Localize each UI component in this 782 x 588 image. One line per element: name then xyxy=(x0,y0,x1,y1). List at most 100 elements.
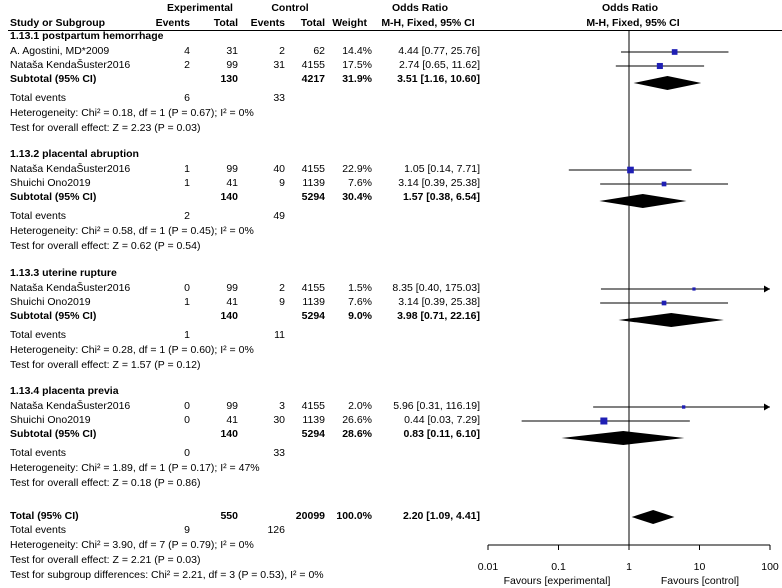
axis-tick-label: 100 xyxy=(761,561,779,573)
header-odds-ratio-left: Odds Ratio xyxy=(391,2,448,14)
subtotal-or-text: 0.83 [0.11, 6.10] xyxy=(403,428,480,440)
study-weight: 1.5% xyxy=(348,282,372,294)
ci-arrow xyxy=(764,285,770,293)
header-experimental: Experimental xyxy=(167,2,233,14)
subtotal-weight: 31.9% xyxy=(342,73,372,85)
study-marker xyxy=(671,49,678,55)
header-control: Control xyxy=(271,2,309,14)
total-events-ctl: 33 xyxy=(273,92,285,104)
study-weight: 17.5% xyxy=(342,59,372,71)
study-weight: 14.4% xyxy=(342,45,372,57)
header-method-left: M-H, Fixed, 95% CI xyxy=(381,17,475,29)
header-exp-events: Events xyxy=(155,17,190,29)
subtotal-ctl-total: 5294 xyxy=(301,428,325,440)
study-name: Shuichi Ono2019 xyxy=(10,177,91,189)
overall-label: Total (95% CI) xyxy=(10,510,79,522)
study-ctl-events: 2 xyxy=(279,282,285,294)
subtotal-exp-total: 130 xyxy=(220,73,238,85)
overall-exp-total: 550 xyxy=(220,510,238,522)
header-ctl-total: Total xyxy=(300,17,325,29)
total-events-exp: 0 xyxy=(184,447,190,459)
study-exp-total: 99 xyxy=(226,400,238,412)
total-events-ctl: 49 xyxy=(273,210,285,222)
study-weight: 7.6% xyxy=(348,296,372,308)
study-name: Shuichi Ono2019 xyxy=(10,296,91,308)
favours-experimental-label: Favours [experimental] xyxy=(503,575,611,587)
study-or-text: 3.14 [0.39, 25.38] xyxy=(398,296,480,308)
study-ctl-events: 40 xyxy=(273,163,285,175)
study-exp-total: 31 xyxy=(226,45,238,57)
study-ctl-total: 1139 xyxy=(302,414,325,426)
study-name: Nataša KendaŠuster2016 xyxy=(10,59,131,71)
favours-control-label: Favours [control] xyxy=(660,575,740,587)
total-events-label: Total events xyxy=(10,92,67,104)
study-or-text: 4.44 [0.77, 25.76] xyxy=(398,45,480,57)
subtotal-weight: 9.0% xyxy=(348,310,372,322)
study-ctl-events: 3 xyxy=(279,400,285,412)
total-events-exp: 2 xyxy=(184,210,190,222)
subtotal-weight: 28.6% xyxy=(342,428,372,440)
subtotal-diamond xyxy=(618,313,724,327)
axis-tick-label: 0.01 xyxy=(477,561,499,573)
study-exp-events: 4 xyxy=(184,45,190,57)
study-or-text: 8.35 [0.40, 175.03] xyxy=(392,282,480,294)
study-ctl-events: 30 xyxy=(273,414,285,426)
axis-tick-label: 10 xyxy=(693,561,706,573)
study-ctl-events: 9 xyxy=(279,177,285,189)
overall-effect-text: Test for overall effect: Z = 1.57 (P = 0… xyxy=(10,359,201,371)
total-events-ctl: 11 xyxy=(274,329,285,341)
study-or-text: 2.74 [0.65, 11.62] xyxy=(399,59,480,71)
subtotal-exp-total: 140 xyxy=(220,191,238,203)
study-marker xyxy=(656,62,663,70)
subtotal-label: Subtotal (95% CI) xyxy=(10,73,97,85)
study-name: Shuichi Ono2019 xyxy=(10,414,91,426)
study-or-text: 3.14 [0.39, 25.38] xyxy=(398,177,480,189)
study-name: Nataša KendaŠuster2016 xyxy=(10,282,131,294)
total-events-exp: 1 xyxy=(184,329,190,341)
overall-heterogeneity: Heterogeneity: Chi² = 3.90, df = 7 (P = … xyxy=(10,539,254,551)
study-ctl-total: 1139 xyxy=(302,177,325,189)
header-divider xyxy=(8,30,782,31)
overall-effect-test: Test for overall effect: Z = 2.21 (P = 0… xyxy=(10,554,201,566)
study-marker xyxy=(600,417,608,425)
subtotal-ctl-total: 4217 xyxy=(301,73,325,85)
subtotal-exp-total: 140 xyxy=(220,310,238,322)
subtotal-diamond xyxy=(633,76,702,90)
study-exp-events: 0 xyxy=(184,282,190,294)
study-ctl-total: 4155 xyxy=(301,282,325,294)
study-exp-events: 2 xyxy=(184,59,190,71)
study-ctl-total: 4155 xyxy=(301,163,325,175)
ci-arrow xyxy=(764,403,770,411)
subgroup-title: 1.13.1 postpartum hemorrhage xyxy=(10,30,164,42)
study-marker xyxy=(692,287,696,291)
study-ctl-events: 9 xyxy=(279,296,285,308)
subgroup-title: 1.13.4 placenta previa xyxy=(10,385,119,397)
axis-tick-label: 1 xyxy=(626,561,632,573)
total-events-label: Total events xyxy=(10,447,67,459)
total-events-label: Total events xyxy=(10,329,67,341)
study-weight: 22.9% xyxy=(342,163,372,175)
overall-weight: 100.0% xyxy=(336,510,372,522)
subgroup-title: 1.13.3 uterine rupture xyxy=(10,267,117,279)
study-exp-total: 99 xyxy=(226,282,238,294)
study-exp-total: 41 xyxy=(226,177,238,189)
overall-total-events-ctl: 126 xyxy=(267,524,285,536)
subtotal-exp-total: 140 xyxy=(220,428,238,440)
header-method-right: M-H, Fixed, 95% CI xyxy=(586,17,680,29)
study-exp-events: 0 xyxy=(184,400,190,412)
subtotal-diamond xyxy=(599,194,687,208)
study-exp-events: 0 xyxy=(184,414,190,426)
study-exp-events: 1 xyxy=(184,163,190,175)
study-name: Nataša KendaŠuster2016 xyxy=(10,400,131,412)
subtotal-diamond xyxy=(561,431,685,445)
overall-or-text: 2.20 [1.09, 4.41] xyxy=(402,510,480,522)
subtotal-or-text: 3.98 [0.71, 22.16] xyxy=(397,310,480,322)
total-events-exp: 6 xyxy=(184,92,190,104)
overall-effect-text: Test for overall effect: Z = 0.18 (P = 0… xyxy=(10,477,201,489)
header-exp-total: Total xyxy=(213,17,238,29)
heterogeneity-text: Heterogeneity: Chi² = 0.28, df = 1 (P = … xyxy=(10,344,254,356)
subtotal-label: Subtotal (95% CI) xyxy=(10,310,97,322)
heterogeneity-text: Heterogeneity: Chi² = 0.18, df = 1 (P = … xyxy=(10,107,254,119)
study-name: A. Agostini, MD*2009 xyxy=(10,45,110,57)
